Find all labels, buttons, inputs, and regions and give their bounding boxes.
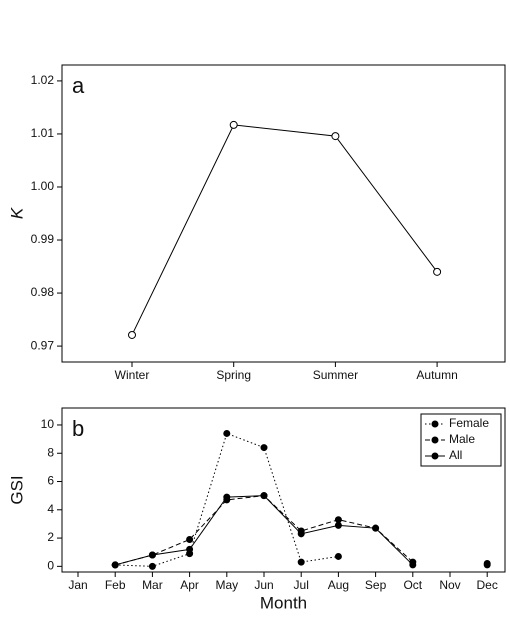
plot-frame bbox=[61, 407, 506, 573]
data-point bbox=[297, 530, 305, 538]
y-tick-label: 8 bbox=[47, 445, 54, 459]
y-tick-label: 0 bbox=[47, 559, 54, 573]
x-tick-label: Winter bbox=[115, 368, 150, 382]
y-tick-label: 0.97 bbox=[31, 338, 55, 352]
y-axis-label: K bbox=[7, 207, 26, 219]
y-tick-label: 1.02 bbox=[31, 73, 55, 87]
data-point bbox=[334, 521, 342, 529]
data-point bbox=[334, 516, 342, 524]
data-point bbox=[260, 444, 268, 452]
data-point bbox=[111, 561, 119, 569]
x-tick-label: Autumn bbox=[416, 368, 457, 382]
y-tick-label: 0.98 bbox=[31, 285, 55, 299]
panel-label: b bbox=[72, 416, 84, 441]
data-point bbox=[223, 493, 231, 501]
data-point bbox=[148, 562, 156, 570]
y-tick-label: 6 bbox=[47, 474, 54, 488]
x-tick-label: Jul bbox=[294, 578, 309, 592]
data-point bbox=[229, 120, 238, 129]
data-point bbox=[223, 429, 231, 437]
x-tick-label: Sep bbox=[365, 578, 387, 592]
legend-label: All bbox=[449, 448, 462, 462]
data-point bbox=[334, 552, 342, 560]
x-tick-label: Summer bbox=[313, 368, 358, 382]
x-tick-label: Jan bbox=[68, 578, 87, 592]
panel-label: a bbox=[72, 73, 85, 98]
data-point bbox=[186, 535, 194, 543]
data-point bbox=[331, 132, 340, 141]
x-tick-label: Apr bbox=[180, 578, 199, 592]
x-tick-label: Nov bbox=[439, 578, 460, 592]
y-axis-label: GSI bbox=[7, 475, 26, 504]
series-line bbox=[131, 124, 438, 336]
y-tick-label: 1.00 bbox=[31, 179, 55, 193]
legend-label: Male bbox=[449, 432, 475, 446]
x-tick-label: Dec bbox=[477, 578, 498, 592]
y-tick-label: 2 bbox=[47, 530, 54, 544]
x-tick-label: Jun bbox=[254, 578, 273, 592]
data-point bbox=[148, 551, 156, 559]
x-tick-label: May bbox=[215, 578, 238, 592]
plot-frame bbox=[61, 64, 506, 363]
x-tick-label: Mar bbox=[142, 578, 163, 592]
legend-marker bbox=[431, 452, 439, 460]
x-tick-label: Feb bbox=[105, 578, 126, 592]
legend-marker bbox=[431, 436, 439, 444]
data-point bbox=[483, 561, 491, 569]
x-tick-label: Spring bbox=[216, 368, 251, 382]
x-axis-label: Month bbox=[260, 593, 307, 612]
data-point bbox=[128, 330, 136, 339]
legend-label: Female bbox=[449, 416, 489, 430]
y-tick-label: 1.01 bbox=[31, 126, 55, 140]
y-tick-label: 10 bbox=[41, 417, 55, 431]
data-point bbox=[297, 558, 305, 566]
y-tick-label: 0.99 bbox=[31, 232, 55, 246]
data-point bbox=[260, 492, 268, 500]
x-tick-label: Oct bbox=[403, 578, 422, 592]
data-point bbox=[372, 524, 380, 532]
data-point bbox=[186, 545, 194, 553]
data-point bbox=[409, 561, 417, 569]
legend-marker bbox=[431, 420, 439, 428]
x-tick-label: Aug bbox=[328, 578, 349, 592]
y-tick-label: 4 bbox=[47, 502, 54, 516]
data-point bbox=[433, 267, 442, 276]
